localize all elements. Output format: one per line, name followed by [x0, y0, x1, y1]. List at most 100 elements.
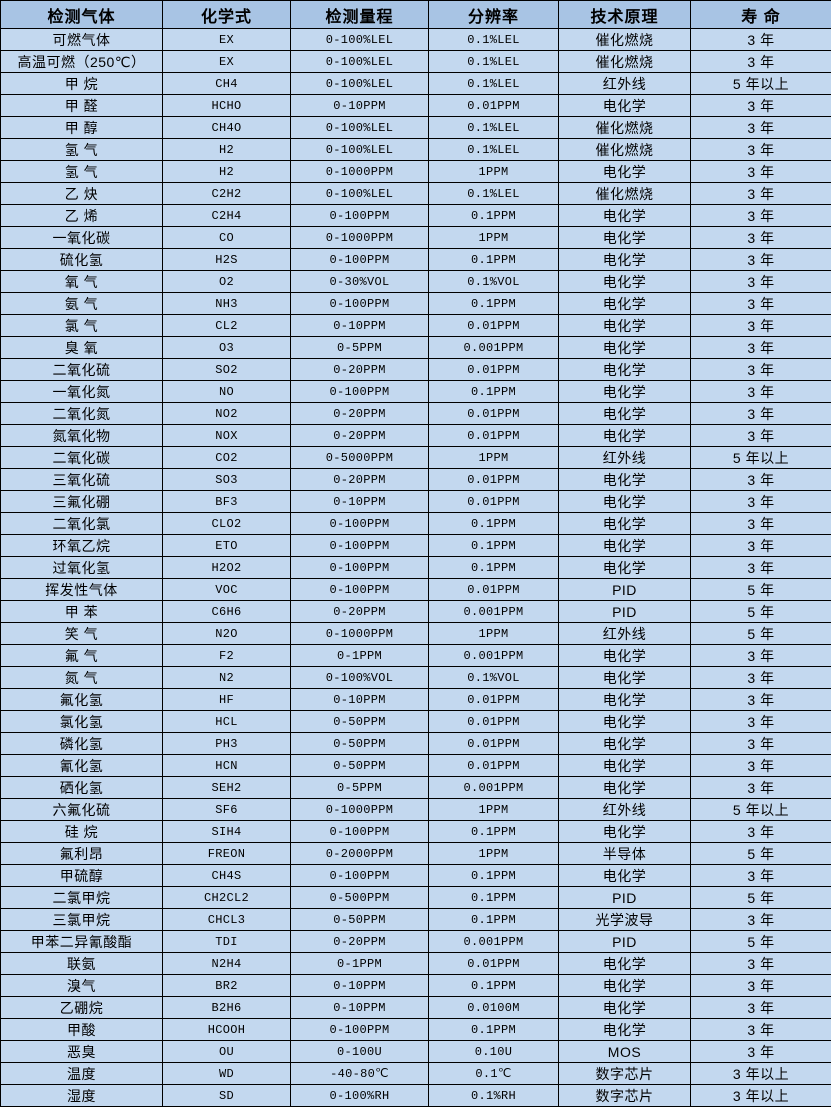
- header-row: 检测气体 化学式 检测量程 分辨率 技术原理 寿 命: [1, 1, 831, 29]
- cell-formula: SD: [163, 1085, 291, 1107]
- cell-principle: 催化燃烧: [559, 183, 691, 205]
- cell-resolution: 0.1%LEL: [429, 51, 559, 73]
- cell-principle: 电化学: [559, 403, 691, 425]
- cell-range: 0-20PPM: [291, 425, 429, 447]
- cell-resolution: 0.01PPM: [429, 359, 559, 381]
- cell-principle: 电化学: [559, 997, 691, 1019]
- cell-formula: PH3: [163, 733, 291, 755]
- cell-resolution: 0.001PPM: [429, 777, 559, 799]
- cell-life: 3 年以上: [691, 1063, 831, 1085]
- cell-principle: 数字芯片: [559, 1063, 691, 1085]
- cell-formula: CLO2: [163, 513, 291, 535]
- cell-principle: 电化学: [559, 755, 691, 777]
- cell-gas: 磷化氢: [1, 733, 163, 755]
- cell-principle: 电化学: [559, 293, 691, 315]
- cell-principle: 催化燃烧: [559, 51, 691, 73]
- column-header-range: 检测量程: [291, 1, 429, 29]
- cell-resolution: 1PPM: [429, 161, 559, 183]
- cell-range: 0-100PPM: [291, 249, 429, 271]
- cell-principle: 电化学: [559, 733, 691, 755]
- cell-life: 5 年以上: [691, 447, 831, 469]
- cell-principle: 电化学: [559, 491, 691, 513]
- cell-formula: CH4S: [163, 865, 291, 887]
- cell-gas: 硒化氢: [1, 777, 163, 799]
- cell-life: 3 年: [691, 997, 831, 1019]
- cell-life: 3 年: [691, 1041, 831, 1063]
- cell-gas: 联氨: [1, 953, 163, 975]
- cell-gas: 氟利昂: [1, 843, 163, 865]
- cell-range: 0-500PPM: [291, 887, 429, 909]
- column-header-life: 寿 命: [691, 1, 831, 29]
- cell-resolution: 1PPM: [429, 227, 559, 249]
- cell-formula: SEH2: [163, 777, 291, 799]
- table-header: 检测气体 化学式 检测量程 分辨率 技术原理 寿 命: [1, 1, 831, 29]
- cell-formula: O3: [163, 337, 291, 359]
- cell-formula: CH4O: [163, 117, 291, 139]
- cell-range: 0-1000PPM: [291, 799, 429, 821]
- cell-life: 3 年: [691, 733, 831, 755]
- cell-range: 0-10PPM: [291, 95, 429, 117]
- cell-resolution: 0.10U: [429, 1041, 559, 1063]
- cell-formula: N2: [163, 667, 291, 689]
- cell-range: 0-20PPM: [291, 931, 429, 953]
- cell-life: 3 年: [691, 535, 831, 557]
- cell-resolution: 0.01PPM: [429, 711, 559, 733]
- cell-range: 0-100%LEL: [291, 183, 429, 205]
- cell-range: 0-100PPM: [291, 1019, 429, 1041]
- cell-range: 0-100PPM: [291, 865, 429, 887]
- cell-formula: CO: [163, 227, 291, 249]
- cell-formula: SIH4: [163, 821, 291, 843]
- cell-life: 3 年: [691, 227, 831, 249]
- cell-formula: B2H6: [163, 997, 291, 1019]
- cell-range: 0-10PPM: [291, 975, 429, 997]
- cell-formula: CHCL3: [163, 909, 291, 931]
- cell-range: 0-100%VOL: [291, 667, 429, 689]
- cell-gas: 挥发性气体: [1, 579, 163, 601]
- cell-range: 0-30%VOL: [291, 271, 429, 293]
- cell-formula: F2: [163, 645, 291, 667]
- cell-formula: CH4: [163, 73, 291, 95]
- cell-principle: 电化学: [559, 359, 691, 381]
- cell-life: 3 年: [691, 909, 831, 931]
- cell-gas: 氧 气: [1, 271, 163, 293]
- cell-gas: 甲苯二异氰酸酯: [1, 931, 163, 953]
- cell-life: 3 年: [691, 117, 831, 139]
- cell-principle: 红外线: [559, 447, 691, 469]
- cell-formula: FREON: [163, 843, 291, 865]
- cell-resolution: 1PPM: [429, 799, 559, 821]
- cell-gas: 甲 醇: [1, 117, 163, 139]
- cell-resolution: 0.01PPM: [429, 579, 559, 601]
- cell-principle: MOS: [559, 1041, 691, 1063]
- cell-gas: 氨 气: [1, 293, 163, 315]
- cell-life: 3 年: [691, 975, 831, 997]
- cell-principle: 催化燃烧: [559, 139, 691, 161]
- cell-range: 0-100%LEL: [291, 73, 429, 95]
- cell-life: 5 年以上: [691, 799, 831, 821]
- cell-range: 0-100PPM: [291, 535, 429, 557]
- cell-principle: 电化学: [559, 161, 691, 183]
- cell-range: 0-10PPM: [291, 315, 429, 337]
- cell-life: 3 年: [691, 645, 831, 667]
- cell-gas: 甲 烷: [1, 73, 163, 95]
- cell-principle: PID: [559, 579, 691, 601]
- cell-principle: 催化燃烧: [559, 29, 691, 51]
- cell-formula: HCHO: [163, 95, 291, 117]
- cell-formula: H2: [163, 139, 291, 161]
- cell-life: 5 年: [691, 601, 831, 623]
- cell-gas: 乙 炔: [1, 183, 163, 205]
- cell-gas: 二氧化硫: [1, 359, 163, 381]
- cell-gas: 温度: [1, 1063, 163, 1085]
